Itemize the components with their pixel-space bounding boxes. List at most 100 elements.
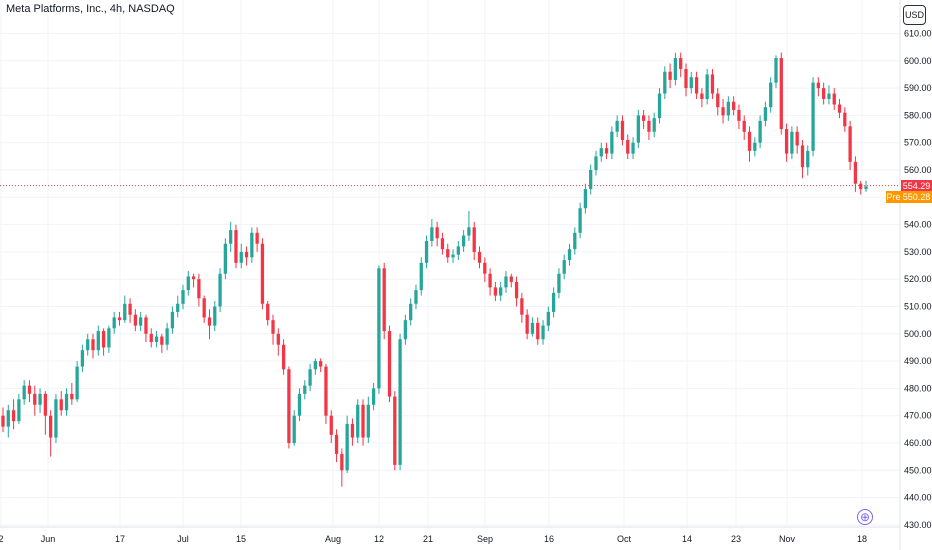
candle-body xyxy=(626,139,630,154)
time-tick-label: 16 xyxy=(544,534,554,544)
candle-body xyxy=(731,101,736,110)
candle-body xyxy=(620,120,625,140)
candle-body xyxy=(186,276,190,291)
candle-body xyxy=(419,262,423,291)
candle-body xyxy=(393,396,397,465)
premarket-price-label: 550.28 xyxy=(901,190,932,203)
candle-body xyxy=(800,145,805,168)
candle-body xyxy=(567,249,572,261)
candle-body xyxy=(80,350,85,367)
candle-body xyxy=(705,74,709,100)
candle-body xyxy=(329,415,333,435)
candle-body xyxy=(281,344,286,370)
candle-body xyxy=(75,366,79,400)
candle-body xyxy=(811,82,815,151)
candle-body xyxy=(371,388,376,405)
price-tick-label: 570.00 xyxy=(904,138,932,148)
candle-body xyxy=(530,322,535,334)
candle-body xyxy=(229,230,233,244)
candle-body xyxy=(414,290,418,304)
candle-body xyxy=(647,120,651,132)
candle-body xyxy=(234,230,238,263)
premarket-badge: Pre xyxy=(886,190,901,203)
price-tick-label: 480.00 xyxy=(904,383,932,393)
candle-body xyxy=(599,148,603,157)
candle-body xyxy=(170,311,175,329)
candle-body xyxy=(747,131,752,151)
candle-body xyxy=(266,303,270,321)
candle-body xyxy=(176,303,180,312)
candle-body xyxy=(33,393,37,405)
candle-body xyxy=(488,273,492,288)
candle-body xyxy=(398,339,402,465)
arrow-to-right-icon[interactable]: ⊕ xyxy=(857,509,873,525)
candle-body xyxy=(27,385,32,394)
candle-body xyxy=(499,287,503,296)
price-tick-label: 590.00 xyxy=(904,83,932,93)
time-tick-label: Jun xyxy=(41,534,56,544)
candle-body xyxy=(154,336,159,342)
candle-body xyxy=(827,93,831,100)
candle-body xyxy=(710,74,715,94)
candle-body xyxy=(133,314,138,326)
candle-body xyxy=(848,126,852,162)
candle-body xyxy=(578,208,582,233)
candle-body xyxy=(509,276,513,282)
candle-body xyxy=(737,109,741,121)
candle-body xyxy=(244,251,249,258)
price-axis[interactable]: 610.00 600.00 590.00 580.00 570.00 560.00 550.… xyxy=(904,29,932,530)
candle-body xyxy=(64,393,69,411)
candle-body xyxy=(483,262,487,274)
price-tick-label: 470.00 xyxy=(904,411,932,421)
candle-body xyxy=(382,268,386,332)
candle-body xyxy=(668,71,672,80)
time-tick-label: 12 xyxy=(374,534,384,544)
candle-body xyxy=(6,410,10,427)
candle-body xyxy=(456,246,460,255)
candle-body xyxy=(573,232,577,250)
time-tick-label: 14 xyxy=(682,534,692,544)
candle-body xyxy=(716,93,720,108)
candle-body xyxy=(101,331,106,348)
candle-body xyxy=(340,453,344,471)
candle-body xyxy=(207,317,212,326)
candle-body xyxy=(652,118,656,132)
candle-body xyxy=(784,129,789,154)
candle-body xyxy=(91,339,95,351)
candle-body xyxy=(139,317,143,326)
candle-body xyxy=(435,227,439,239)
candle-body xyxy=(520,298,524,315)
price-tick-label: 460.00 xyxy=(904,438,932,448)
candle-body xyxy=(837,104,842,113)
candle-body xyxy=(557,273,561,293)
candle-body xyxy=(112,317,116,329)
candle-body xyxy=(260,243,265,304)
candle-series xyxy=(1,52,868,487)
candle-body xyxy=(562,260,566,274)
candle-body xyxy=(334,434,339,454)
candle-body xyxy=(350,423,355,438)
candle-body xyxy=(409,303,413,321)
candle-body xyxy=(128,303,132,315)
candle-body xyxy=(49,415,53,438)
candle-body xyxy=(403,320,408,340)
candle-body xyxy=(43,393,47,416)
time-tick-label: Aug xyxy=(325,534,341,544)
candle-body xyxy=(822,88,826,100)
candle-body xyxy=(292,415,296,443)
candle-body xyxy=(859,183,863,190)
currency-button[interactable]: USD xyxy=(903,5,926,25)
price-tick-label: 510.00 xyxy=(904,302,932,312)
candle-body xyxy=(742,120,746,132)
price-tick-label: 500.00 xyxy=(904,329,932,339)
candle-body xyxy=(684,68,688,89)
price-tick-label: 600.00 xyxy=(904,56,932,66)
candle-body xyxy=(17,399,21,422)
candle-body xyxy=(54,399,58,438)
time-tick-label: 18 xyxy=(857,534,867,544)
grid xyxy=(0,0,900,527)
candle-body xyxy=(308,369,312,386)
candle-body xyxy=(223,243,228,274)
time-axis[interactable]: 2 Jun 17 Jul 15 Aug 12 21 Sep 16 Oct 14 23 Nov 18 xyxy=(0,534,867,544)
